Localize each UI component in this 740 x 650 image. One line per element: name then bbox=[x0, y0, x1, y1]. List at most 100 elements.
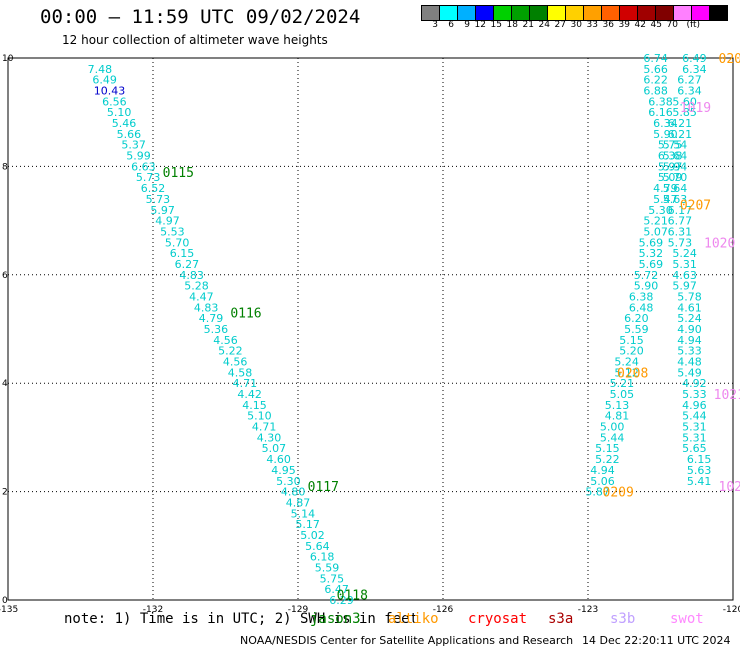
page-title: 00:00 — 11:59 UTC 09/02/2024 bbox=[40, 6, 361, 28]
legend-label: 18 bbox=[506, 20, 518, 30]
legend-label: 15 bbox=[490, 20, 502, 30]
data-label: 4.81 bbox=[605, 410, 630, 423]
legend-label: (ft) bbox=[686, 20, 700, 30]
time-label: 0208 bbox=[617, 366, 648, 381]
time-label: 0117 bbox=[308, 480, 339, 495]
data-label: 5.46 bbox=[112, 117, 137, 130]
data-label: 6.31 bbox=[668, 225, 693, 238]
data-label: 4.58 bbox=[228, 366, 253, 379]
data-label: 5.20 bbox=[619, 345, 644, 358]
data-label: 4.60 bbox=[266, 453, 291, 466]
data-label: 4.94 bbox=[590, 464, 615, 477]
legend-label: 30 bbox=[570, 20, 582, 30]
data-label: 5.78 bbox=[677, 290, 702, 303]
data-label: 5.31 bbox=[672, 258, 697, 271]
data-label: 6.48 bbox=[629, 301, 654, 314]
x-tick-label: -126 bbox=[433, 605, 454, 615]
data-label: 6.49 bbox=[682, 52, 707, 65]
data-label: 5.99 bbox=[126, 150, 151, 163]
data-label: 4.83 bbox=[194, 301, 219, 314]
data-label: 5.69 bbox=[639, 258, 664, 271]
data-label: 6.16 bbox=[648, 106, 673, 119]
data-label: 5.87 bbox=[585, 486, 610, 499]
time-label: 1019 bbox=[680, 101, 711, 116]
data-label: 4.48 bbox=[677, 356, 702, 369]
y-tick-label: 2 bbox=[2, 488, 8, 498]
data-label: 5.75 bbox=[320, 572, 345, 585]
data-label: 4.96 bbox=[682, 399, 707, 412]
satellite-label-altiko: altiko bbox=[388, 611, 439, 627]
credit-text: NOAA/NESDIS Center for Satellite Applica… bbox=[240, 634, 574, 647]
data-label: 4.15 bbox=[242, 399, 267, 412]
x-tick-label: -132 bbox=[143, 605, 163, 615]
legend-label: 21 bbox=[522, 20, 534, 30]
data-label: 5.06 bbox=[590, 475, 615, 488]
data-label: 5.02 bbox=[300, 529, 325, 542]
legend-label: 36 bbox=[602, 20, 614, 30]
data-label: 5.00 bbox=[600, 421, 625, 434]
satellite-label-s3a: s3a bbox=[548, 611, 574, 627]
data-label: 4.47 bbox=[189, 290, 214, 303]
data-label: 5.69 bbox=[639, 236, 664, 249]
data-label: 5.14 bbox=[291, 507, 316, 520]
data-label: 4.90 bbox=[677, 323, 702, 336]
data-label: 6.38 bbox=[658, 150, 683, 163]
data-label: 5.37 bbox=[121, 139, 146, 152]
data-label: 5.94 bbox=[663, 160, 688, 173]
data-label: 6.21 bbox=[668, 128, 693, 141]
data-label: 4.92 bbox=[682, 377, 707, 390]
satellite-label-jason3: jason3 bbox=[310, 611, 361, 627]
time-label: 0116 bbox=[230, 307, 261, 322]
data-label: 6.63 bbox=[131, 160, 156, 173]
data-label: 6.56 bbox=[102, 95, 127, 108]
data-label: 4.71 bbox=[252, 421, 277, 434]
y-tick-label: 0 bbox=[2, 596, 8, 606]
data-label: 5.44 bbox=[682, 410, 707, 423]
data-label: 5.31 bbox=[682, 421, 707, 434]
data-label: 5.24 bbox=[677, 312, 702, 325]
data-label: 4.80 bbox=[281, 486, 306, 499]
data-label: 10.43 bbox=[94, 85, 126, 98]
data-label: 5.33 bbox=[682, 388, 707, 401]
time-label: 0118 bbox=[337, 589, 368, 604]
data-label: 5.10 bbox=[107, 106, 132, 119]
time-label: 0207 bbox=[680, 198, 711, 213]
data-label: 5.70 bbox=[165, 236, 190, 249]
data-label: 5.05 bbox=[610, 388, 635, 401]
time-label: 0206 bbox=[719, 52, 740, 67]
data-label: 5.33 bbox=[677, 345, 702, 358]
legend-label: 6 bbox=[448, 20, 454, 30]
data-label: 4.56 bbox=[223, 356, 248, 369]
data-label: 4.87 bbox=[286, 496, 311, 509]
data-label: 5.59 bbox=[315, 561, 340, 574]
data-label: 5.64 bbox=[663, 182, 688, 195]
data-label: 5.59 bbox=[624, 323, 649, 336]
data-label: 5.64 bbox=[663, 150, 688, 163]
data-label: 5.07 bbox=[643, 225, 668, 238]
timestamp-text: 14 Dec 22:20:11 UTC 2024 bbox=[582, 634, 731, 647]
y-tick-label: 4 bbox=[2, 379, 8, 389]
data-label: 6.74 bbox=[643, 52, 668, 65]
satellite-label-swot: swot bbox=[670, 611, 704, 627]
legend-label: 33 bbox=[586, 20, 598, 30]
data-label: 6.52 bbox=[141, 182, 166, 195]
data-label: 5.64 bbox=[305, 540, 330, 553]
data-label: 6.38 bbox=[648, 95, 673, 108]
plot-frame bbox=[7, 57, 734, 601]
data-label: 4.61 bbox=[677, 301, 702, 314]
data-label: 6.18 bbox=[310, 551, 335, 564]
data-label: 6.27 bbox=[175, 258, 200, 271]
data-label: 4.30 bbox=[257, 431, 282, 444]
data-label: 5.97 bbox=[150, 204, 175, 217]
satellite-label-s3b: s3b bbox=[610, 611, 636, 627]
data-label: 5.28 bbox=[184, 280, 209, 293]
data-label: 5.31 bbox=[682, 431, 707, 444]
data-label: 5.15 bbox=[595, 442, 620, 455]
data-label: 6.15 bbox=[170, 247, 195, 260]
data-label: 6.49 bbox=[92, 74, 117, 87]
legend-label: 70 bbox=[666, 20, 678, 30]
data-label: 5.90 bbox=[634, 280, 659, 293]
satellite-legend: jason3 altiko cryosat s3a s3b swot bbox=[0, 611, 740, 629]
data-label: 6.34 bbox=[677, 85, 702, 98]
